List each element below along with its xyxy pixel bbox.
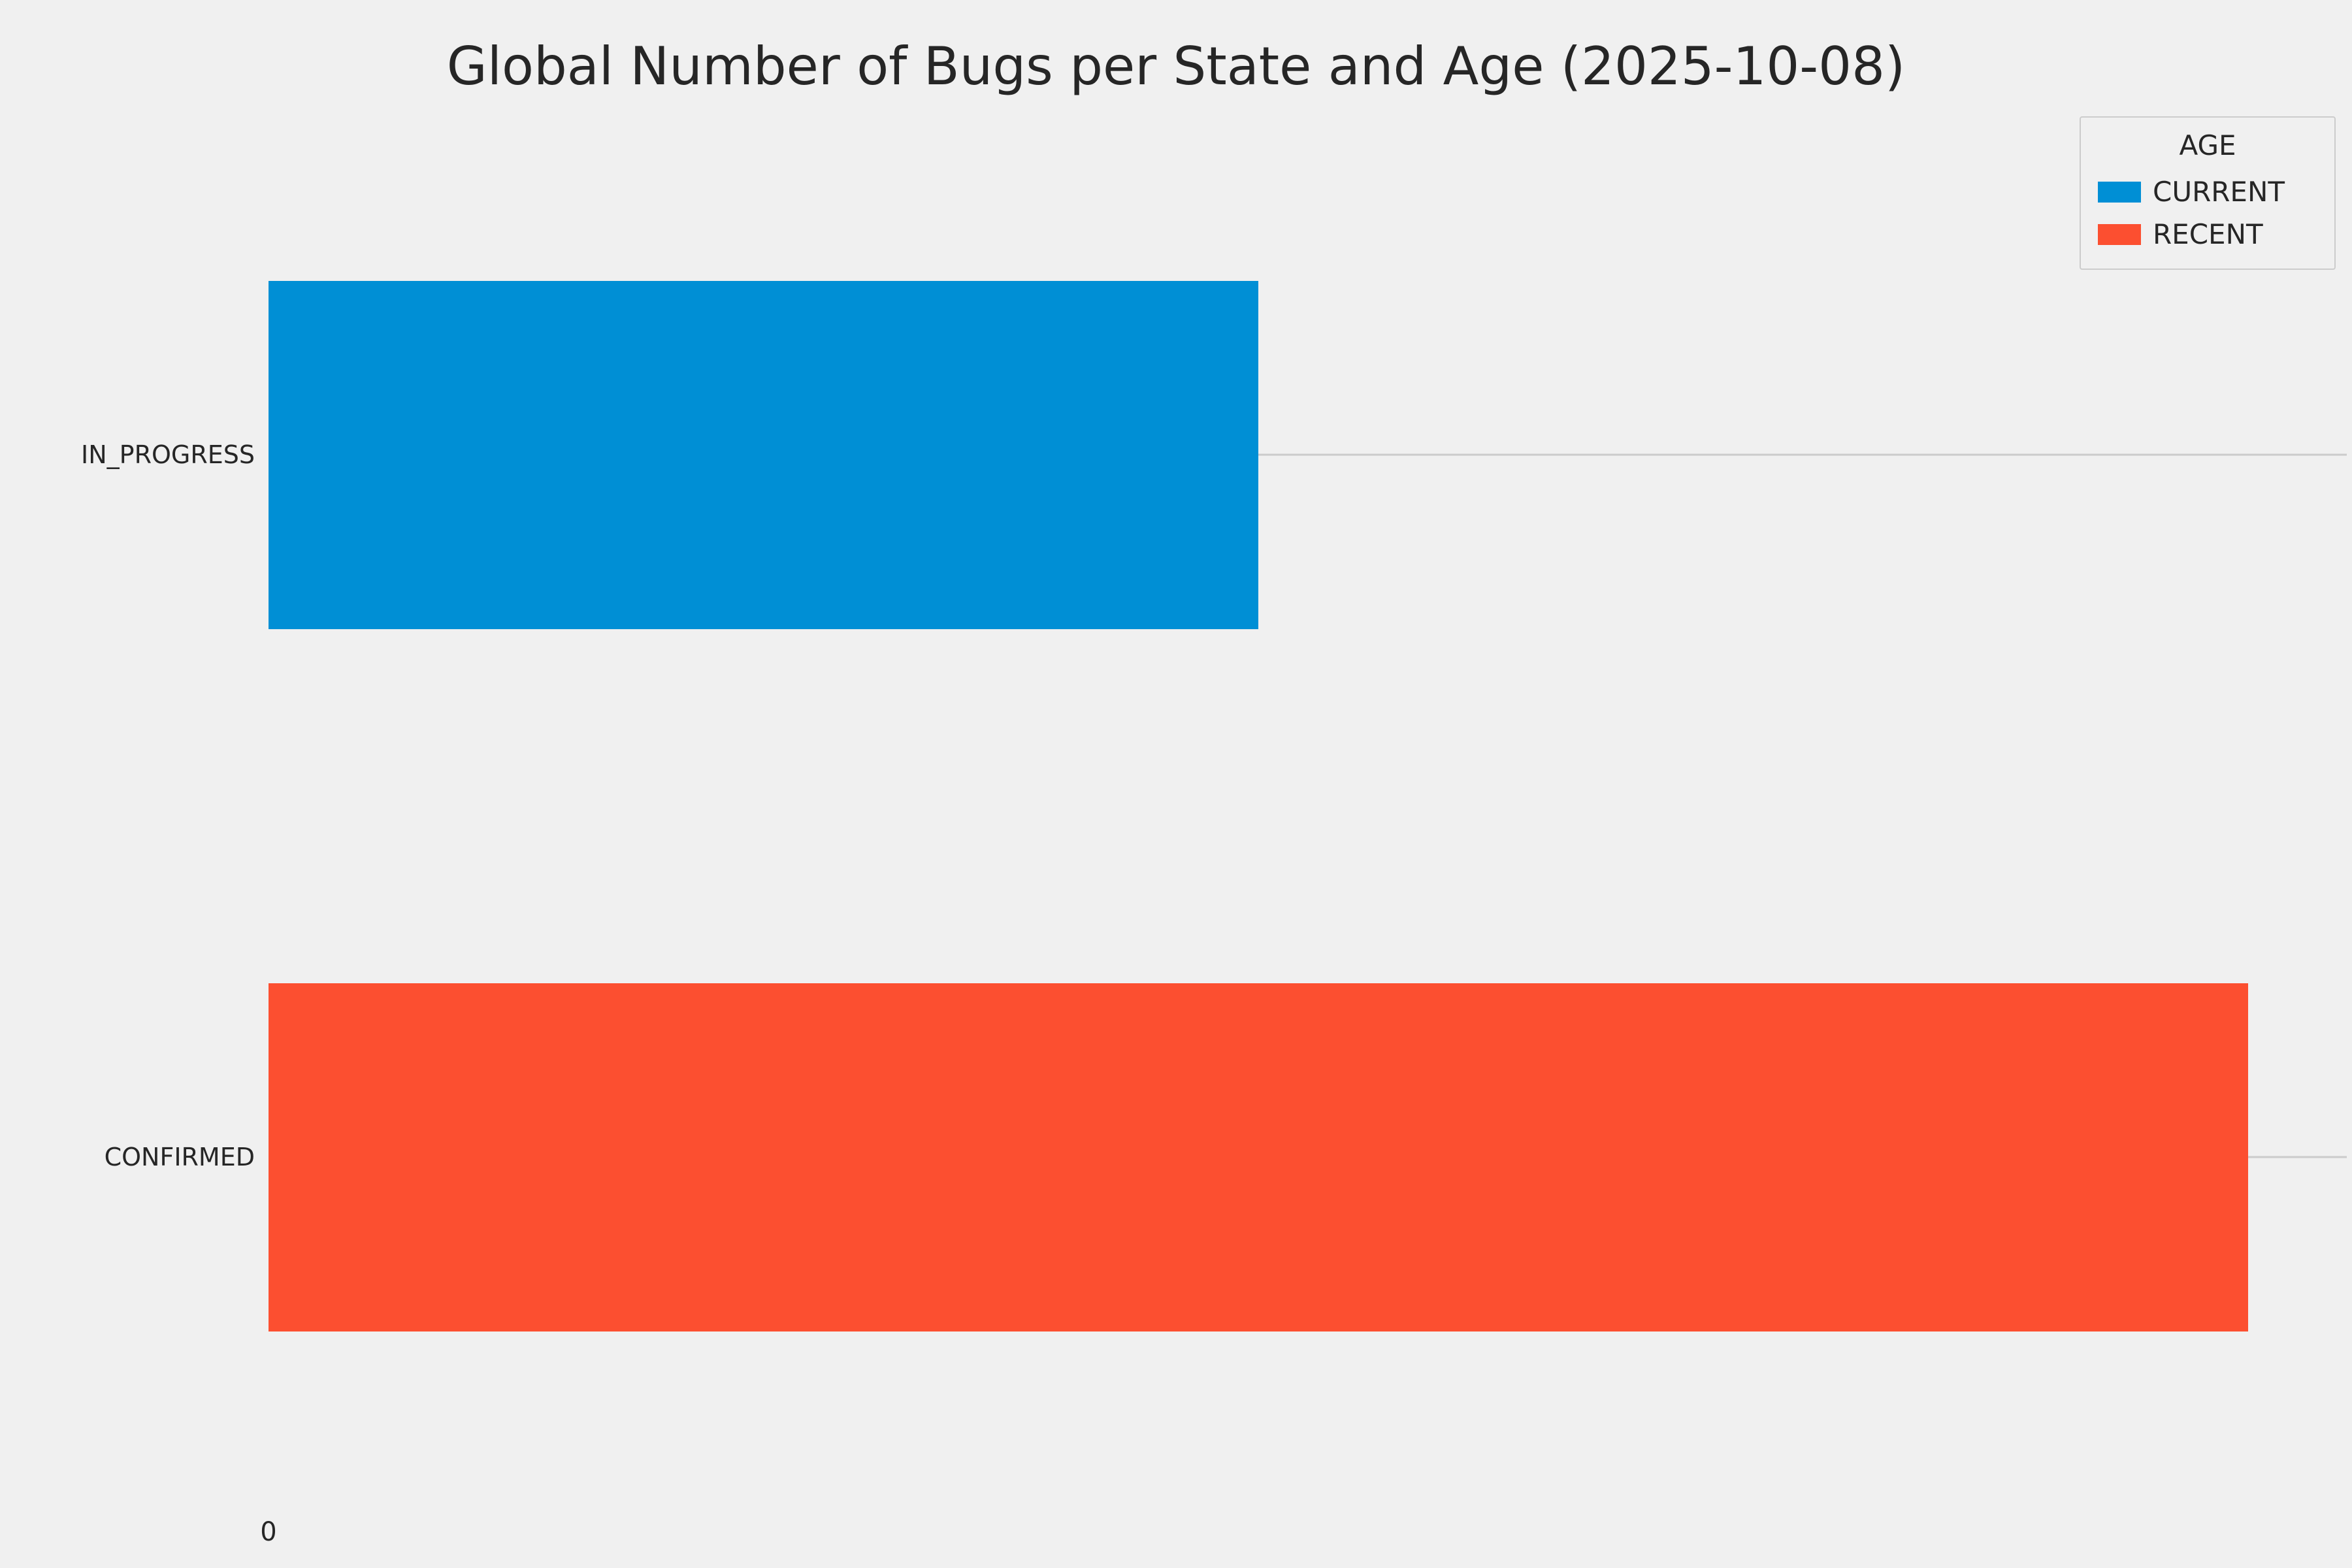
legend: AGE CURRENT RECENT [2080, 116, 2336, 270]
legend-swatch-current-icon [2098, 181, 2141, 203]
plot-area [269, 91, 2347, 1483]
legend-label-current: CURRENT [2153, 176, 2285, 208]
legend-entry-recent: RECENT [2081, 213, 2334, 255]
category-label-confirmed: CONFIRMED [104, 1143, 255, 1171]
bar-in-progress [269, 281, 1258, 629]
chart-title: Global Number of Bugs per State and Age … [446, 36, 1906, 97]
bar-confirmed [269, 983, 2248, 1331]
gridline-in-progress [269, 453, 2347, 456]
category-label-in-progress: IN_PROGRESS [81, 440, 255, 469]
legend-label-recent: RECENT [2153, 218, 2263, 250]
legend-entry-current: CURRENT [2081, 171, 2334, 213]
legend-swatch-recent-icon [2098, 223, 2141, 245]
legend-title: AGE [2179, 129, 2236, 161]
x-tick-zero: 0 [260, 1517, 277, 1547]
